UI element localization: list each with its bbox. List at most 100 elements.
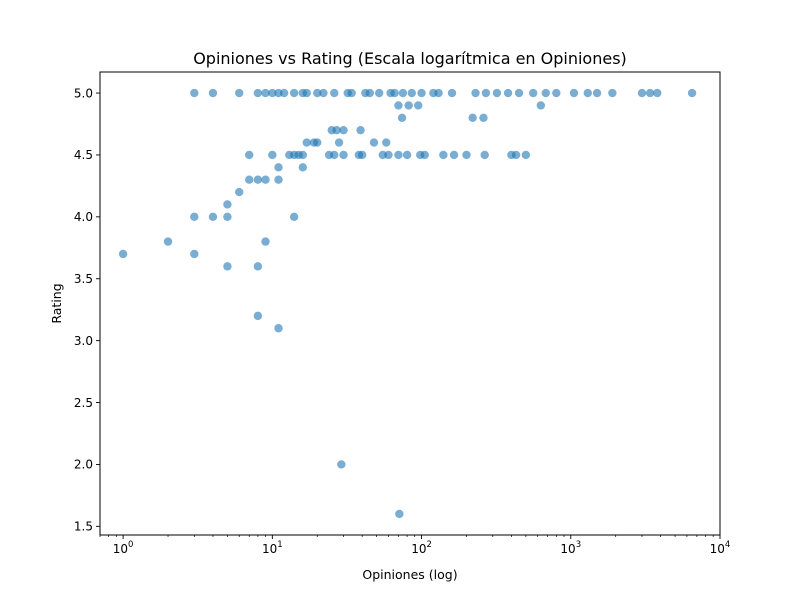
data-point (245, 150, 254, 160)
data-point (223, 212, 232, 222)
data-point (357, 150, 367, 160)
scatter-points (118, 88, 697, 519)
data-point (347, 88, 356, 98)
data-point (253, 175, 263, 184)
x-tick-label: 100 (113, 540, 134, 556)
data-point (223, 262, 232, 271)
data-point (261, 175, 270, 184)
data-point (592, 88, 602, 98)
data-point (289, 212, 299, 222)
data-point (384, 150, 393, 160)
data-point (253, 88, 263, 98)
data-point (274, 324, 283, 333)
y-tick-label: 3.5 (74, 272, 93, 286)
data-point (339, 150, 348, 160)
data-point (511, 150, 521, 160)
data-point (313, 138, 322, 147)
data-point (298, 150, 307, 160)
data-point (339, 125, 348, 135)
y-axis: 1.5 2.0 2.5 3.0 3.5 4.0 4.5 5.0 (74, 86, 100, 534)
data-point (374, 88, 384, 98)
data-point (398, 88, 408, 98)
data-point (394, 150, 403, 160)
data-point (402, 150, 412, 160)
data-point (268, 88, 277, 98)
data-point (439, 150, 448, 160)
data-point (190, 88, 199, 98)
data-point (687, 88, 697, 98)
y-tick-label: 1.5 (74, 520, 93, 534)
data-point (163, 237, 173, 246)
data-point (245, 175, 254, 184)
data-point (447, 88, 457, 98)
data-point (356, 125, 365, 135)
chart-title: Opiniones vs Rating (Escala logarítmica … (193, 49, 627, 68)
data-point (332, 125, 341, 135)
x-axis: 100 101 102 103 104 (99, 535, 731, 556)
data-point (319, 88, 328, 98)
x-tick-label: 102 (411, 540, 432, 556)
data-point (420, 150, 429, 160)
data-point (298, 163, 307, 172)
data-point (268, 150, 277, 160)
data-point (274, 163, 283, 172)
data-point (223, 200, 232, 209)
data-point (552, 88, 561, 98)
y-tick-label: 5.0 (74, 86, 93, 100)
data-point (414, 101, 423, 110)
data-point (190, 212, 199, 222)
data-point (449, 150, 459, 160)
data-point (468, 113, 477, 123)
data-point (407, 88, 416, 98)
data-point (645, 88, 655, 98)
data-point (653, 88, 662, 98)
data-point (330, 150, 339, 160)
data-point (637, 88, 647, 98)
data-point (235, 88, 244, 98)
data-point (289, 88, 299, 98)
data-point (274, 175, 283, 184)
data-point (337, 460, 346, 469)
data-point (235, 187, 244, 197)
plot-frame (99, 71, 721, 536)
data-point (208, 212, 218, 222)
data-point (529, 88, 538, 98)
y-tick-label: 4.0 (74, 210, 93, 224)
data-point (390, 88, 399, 98)
data-point (382, 138, 391, 147)
data-point (279, 88, 289, 98)
data-point (536, 101, 546, 110)
data-point (583, 88, 592, 98)
data-point (569, 88, 579, 98)
data-point (313, 88, 322, 98)
data-point (395, 509, 404, 519)
data-point (190, 249, 199, 259)
data-point (503, 88, 513, 98)
data-point (118, 249, 128, 259)
data-point (480, 150, 489, 160)
data-point (330, 88, 339, 98)
data-point (369, 138, 379, 147)
data-point (417, 88, 426, 98)
y-tick-label: 2.5 (74, 396, 93, 410)
data-point (514, 88, 524, 98)
x-axis-label: Opiniones (log) (362, 567, 457, 582)
data-point (462, 150, 471, 160)
data-point (434, 88, 443, 98)
data-point (608, 88, 617, 98)
data-point (253, 262, 263, 271)
x-tick-label: 104 (710, 540, 731, 556)
data-point (365, 88, 375, 98)
y-axis-label: Rating (49, 283, 64, 323)
data-point (481, 88, 491, 98)
x-tick-label: 103 (560, 540, 581, 556)
data-point (479, 113, 488, 123)
data-point (302, 88, 311, 98)
data-point (302, 138, 311, 147)
y-tick-label: 4.5 (74, 148, 93, 162)
data-point (394, 101, 403, 110)
y-tick-label: 3.0 (74, 334, 93, 348)
y-tick-label: 2.0 (74, 458, 93, 472)
data-point (521, 150, 531, 160)
